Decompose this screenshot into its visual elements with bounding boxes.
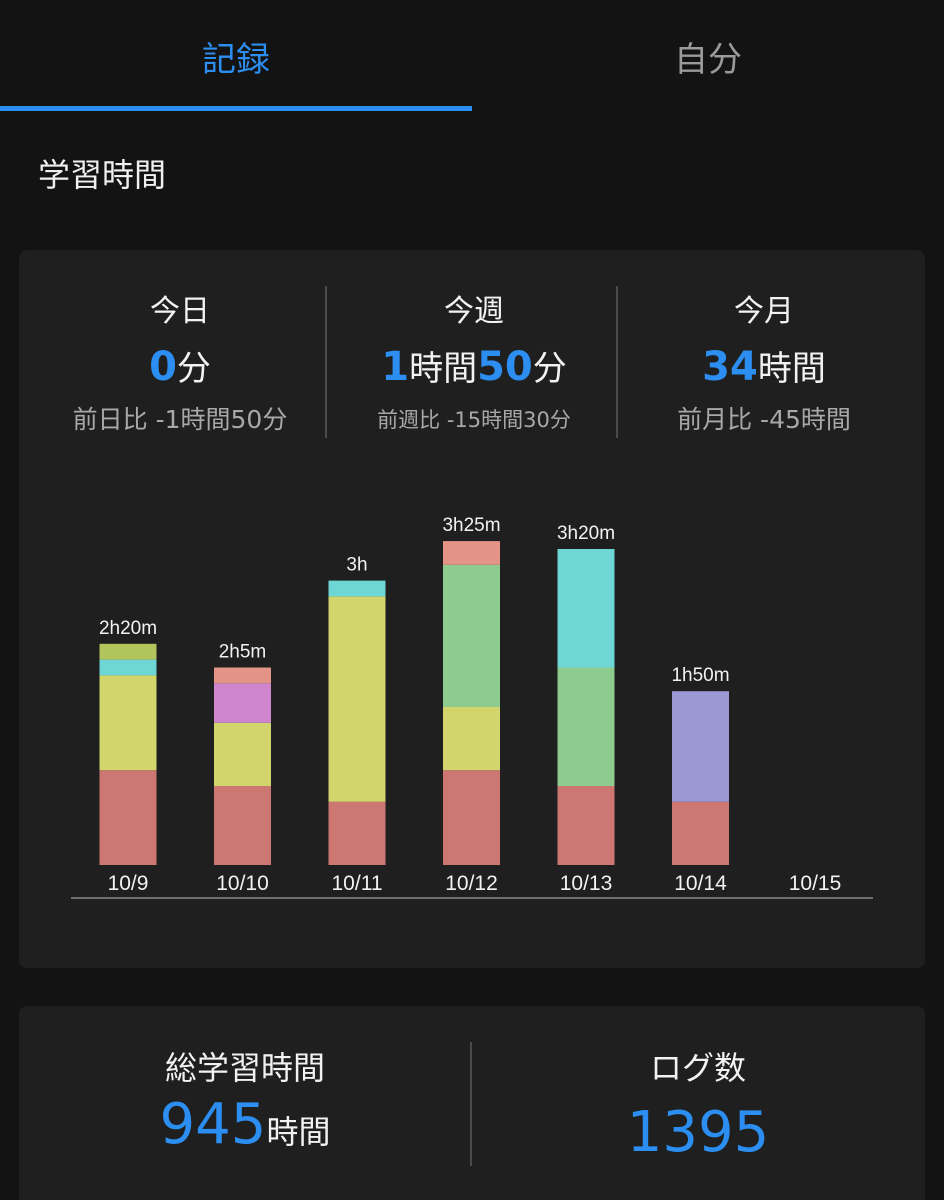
- stat-today-value: 0分: [49, 340, 311, 396]
- total-study-time-value-row: 945時間: [19, 1090, 471, 1160]
- x-tick-label: 10/12: [445, 872, 498, 895]
- stat-week-value: 1時間50分: [339, 340, 609, 396]
- stat-today[interactable]: 今日 0分 前日比 -1時間50分: [49, 290, 311, 438]
- bar-segment[interactable]: [214, 786, 271, 865]
- stat-month-number: 34: [702, 344, 758, 390]
- stat-today-number: 0: [149, 344, 177, 390]
- log-count-value: 1395: [626, 1100, 770, 1165]
- study-time-card: 今日 0分 前日比 -1時間50分 今週 1時間50分 前週比 -15時間30分…: [19, 250, 925, 968]
- stat-week-minutes-unit: 分: [532, 349, 567, 389]
- bar-segment[interactable]: [214, 667, 271, 684]
- bar-segment[interactable]: [328, 580, 386, 597]
- bar-segment[interactable]: [557, 667, 615, 787]
- bar-segment[interactable]: [214, 683, 271, 723]
- stat-month-label: 今月: [734, 294, 794, 329]
- daily-study-chart[interactable]: 2h20m 10/9 2h5m 10/10 3h 10/11 3h25m 10/12 3h20m…: [19, 250, 925, 968]
- stat-week[interactable]: 今週 1時間50分 前週比 -15時間30分: [339, 290, 609, 438]
- stat-divider: [616, 286, 618, 438]
- stat-week-hours: 1: [381, 344, 410, 390]
- active-tab-indicator: [0, 106, 472, 111]
- stat-week-comparison: 前週比 -15時間30分: [377, 408, 571, 432]
- stat-month-unit: 時間: [757, 349, 826, 389]
- log-count-label: ログ数: [649, 1049, 746, 1087]
- bar-segment[interactable]: [99, 659, 157, 676]
- log-count: ログ数 1395: [471, 1046, 925, 1168]
- bar-segment[interactable]: [443, 770, 500, 865]
- x-tick-label: 10/15: [789, 872, 842, 895]
- bar-segment[interactable]: [443, 564, 500, 707]
- stat-week-hours-unit: 時間: [409, 349, 478, 389]
- bar-total-label: 3h25m: [442, 515, 500, 536]
- x-tick-label: 10/14: [674, 872, 727, 895]
- bar-segment[interactable]: [99, 643, 157, 660]
- stat-week-label: 今週: [444, 294, 504, 329]
- stat-today-label: 今日: [150, 294, 210, 329]
- x-tick-label: 10/11: [332, 872, 383, 895]
- stat-week-minutes: 50: [477, 344, 533, 390]
- bar-segment[interactable]: [672, 801, 729, 865]
- stat-today-unit: 分: [176, 349, 211, 389]
- bar-segment[interactable]: [443, 541, 500, 565]
- bar-segment[interactable]: [672, 691, 729, 802]
- bar-segment[interactable]: [99, 770, 157, 865]
- total-study-time-label: 総学習時間: [164, 1049, 325, 1087]
- total-study-time-unit: 時間: [266, 1113, 331, 1151]
- bar-segment[interactable]: [557, 786, 615, 865]
- bar-segment[interactable]: [99, 675, 157, 771]
- bar-segment[interactable]: [328, 801, 386, 865]
- bar-segment[interactable]: [443, 707, 500, 771]
- x-tick-label: 10/9: [108, 872, 149, 895]
- bar-segment[interactable]: [214, 722, 271, 786]
- bar-total-label: 2h20m: [99, 618, 157, 639]
- bar-total-label: 1h50m: [671, 665, 729, 686]
- totals-card: 総学習時間 945時間 ログ数 1395: [19, 1006, 925, 1200]
- x-tick-label: 10/10: [216, 872, 269, 895]
- stat-today-comparison: 前日比 -1時間50分: [72, 405, 288, 434]
- tab-bar: 記録 自分: [0, 0, 944, 112]
- x-tick-label: 10/13: [560, 872, 613, 895]
- stat-month-comparison: 前月比 -45時間: [677, 405, 851, 434]
- totals-divider: [470, 1042, 472, 1166]
- bar-total-label: 3h: [346, 555, 367, 576]
- total-study-time-value: 945: [159, 1092, 267, 1157]
- tab-records[interactable]: 記録: [202, 39, 270, 80]
- bar-segment[interactable]: [557, 549, 615, 668]
- section-title: 学習時間: [38, 156, 167, 194]
- stat-divider: [325, 286, 327, 438]
- bar-total-label: 2h5m: [219, 642, 267, 663]
- stat-month[interactable]: 今月 34時間 前月比 -45時間: [629, 290, 899, 438]
- tab-me[interactable]: 自分: [674, 39, 742, 80]
- bar-total-label: 3h20m: [557, 523, 615, 544]
- stat-month-value: 34時間: [629, 340, 899, 396]
- total-study-time: 総学習時間 945時間: [19, 1046, 471, 1160]
- bar-segment[interactable]: [328, 596, 386, 802]
